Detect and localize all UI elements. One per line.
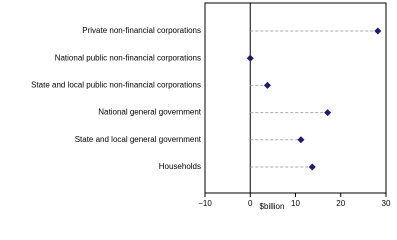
- y-category-label: Private non-financial corporations: [82, 26, 201, 35]
- dot: [246, 54, 254, 62]
- dot: [308, 163, 316, 171]
- x-tick-label: 0: [248, 199, 253, 208]
- y-category-label: State and local public non-financial cor…: [31, 81, 201, 90]
- dot: [374, 27, 382, 35]
- dot: [297, 136, 305, 144]
- y-category-label: State and local general government: [75, 135, 202, 144]
- x-tick-label: −10: [198, 199, 212, 208]
- x-tick-label: 10: [291, 199, 300, 208]
- chart: $billion −10 0 10 20 30 Private non-financial…: [31, 2, 391, 211]
- dot: [324, 109, 332, 117]
- x-tick-label: 20: [336, 199, 345, 208]
- x-tick-label: 30: [382, 199, 391, 208]
- y-category-label: National public non-financial corporatio…: [55, 53, 201, 62]
- x-axis-label: $billion: [260, 202, 285, 211]
- page: {"chart_data": {"type": "dot", "categori…: [31, 2, 391, 212]
- y-category-label: National general government: [98, 108, 202, 117]
- dot: [263, 81, 271, 89]
- y-category-label: Households: [159, 162, 201, 171]
